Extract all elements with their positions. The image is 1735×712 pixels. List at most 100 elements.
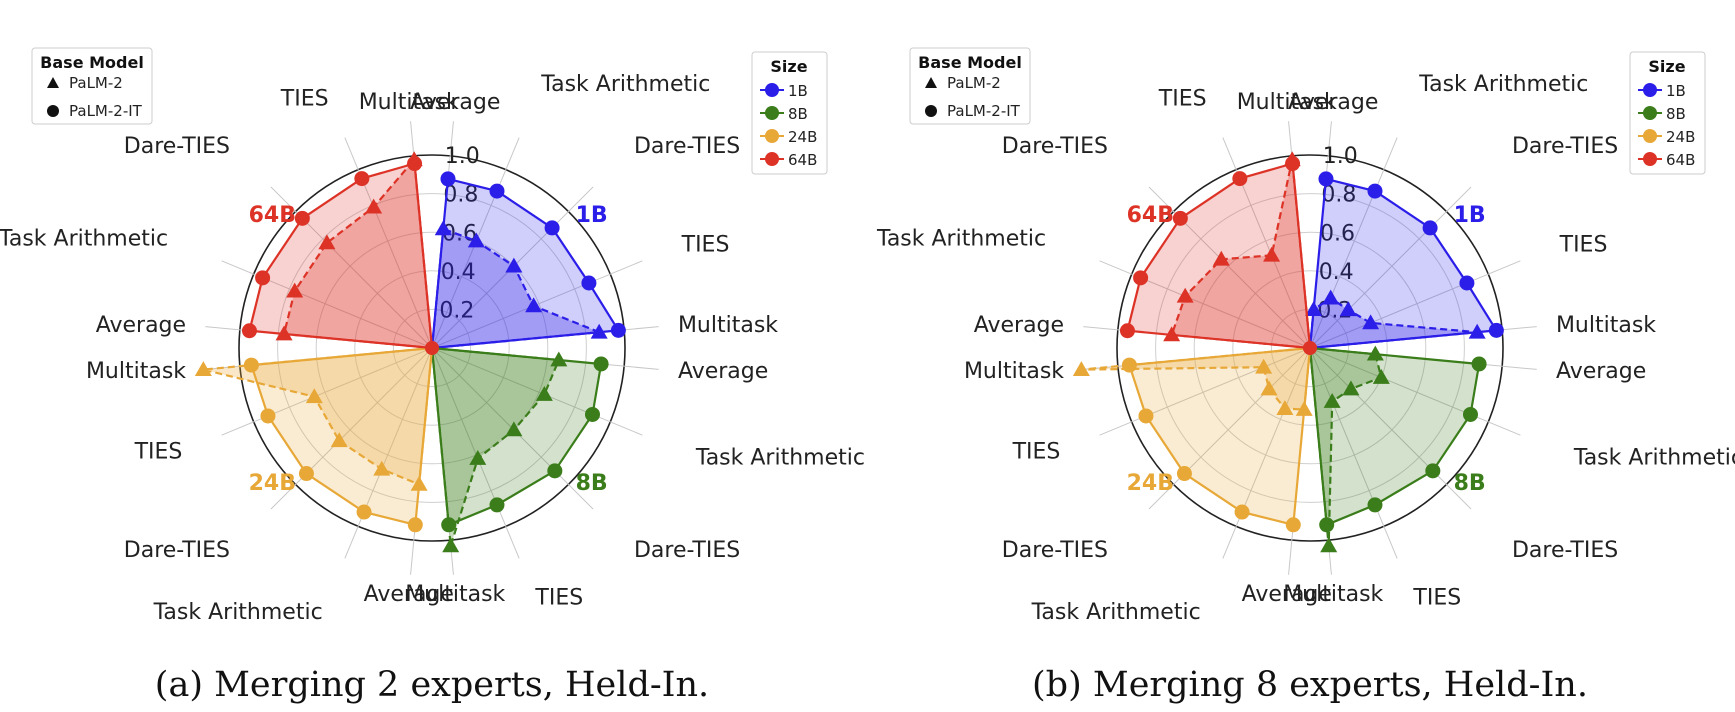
point-64b-palm2-it-dare-ties <box>1172 210 1188 226</box>
point-1b-palm2-it-task-arithmetic <box>489 183 505 199</box>
triangle-marker-icon <box>47 77 59 88</box>
point-1b-palm2-it-ties <box>581 275 597 291</box>
group-label-8b: 8B <box>576 471 608 496</box>
circle-marker-icon <box>925 105 937 117</box>
axis-label-8b-task-arithmetic: Task Arithmetic <box>695 445 865 470</box>
point-8b-palm2-ties <box>469 450 487 465</box>
point-64b-palm2-it-average <box>241 323 257 339</box>
legend-size-item-8b: 8B <box>788 105 808 123</box>
axis-label-8b-dare-ties: Dare-TIES <box>1512 538 1618 563</box>
point-8b-palm2-average <box>550 351 568 367</box>
axis-label-8b-ties: TIES <box>1412 586 1461 611</box>
radial-tick-label: 0.8 <box>443 183 478 208</box>
point-8b-palm2-multitask <box>442 537 460 553</box>
spoke-line <box>1148 347 1311 510</box>
point-24b-palm2-it-task-arithmetic <box>1234 504 1250 520</box>
legend-size-marker-icon <box>765 129 779 143</box>
point-64b-palm2-it-ties <box>1232 171 1248 187</box>
axis-label-8b-ties: TIES <box>534 586 583 611</box>
axis-label-64b-average: Average <box>974 313 1064 338</box>
grid-ring <box>1155 193 1465 503</box>
legend-size-marker-icon <box>1643 83 1657 97</box>
axis-label-1b-dare-ties: Dare-TIES <box>1512 134 1618 159</box>
point-1b-palm2-average <box>434 220 452 236</box>
spoke-line <box>1309 186 1472 349</box>
grid-ring <box>315 231 549 465</box>
group-label-24b: 24B <box>249 471 296 496</box>
caption-b: (b) Merging 8 experts, Held-In. <box>1032 665 1588 705</box>
grid-ring <box>1232 270 1388 426</box>
point-64b-palm2-multitask <box>405 151 423 167</box>
center-point <box>1303 341 1317 355</box>
point-24b-palm2-it-multitask <box>1121 357 1137 373</box>
axis-label-24b-task-arithmetic: Task Arithmetic <box>153 600 323 625</box>
legend-size-item-64b: 64B <box>788 151 817 169</box>
point-8b-palm2-it-multitask <box>1319 517 1335 533</box>
group-label-1b: 1B <box>1454 203 1486 228</box>
legend-size-marker-icon <box>765 106 779 120</box>
spoke-line <box>1309 137 1398 349</box>
legend-base-title-a: Base Model <box>40 53 144 72</box>
legend-size-item-1b: 1B <box>788 82 808 100</box>
point-8b-palm2-it-multitask <box>441 517 457 533</box>
spoke-line <box>431 347 643 436</box>
point-24b-palm2-multitask <box>1072 361 1090 376</box>
axis-label-64b-ties: TIES <box>280 86 329 111</box>
group-label-8b: 8B <box>1454 471 1486 496</box>
spoke-line <box>221 347 433 436</box>
point-24b-palm2-it-dare-ties <box>298 466 314 482</box>
point-1b-palm2-it-multitask <box>610 322 626 338</box>
point-64b-palm2-it-average <box>1119 323 1135 339</box>
point-8b-palm2-it-ties <box>1367 497 1383 513</box>
point-24b-palm2-it-multitask <box>243 357 259 373</box>
point-64b-palm2-average <box>1163 326 1181 342</box>
radial-tick-label: 1.0 <box>445 144 480 169</box>
radial-tick-label: 0.2 <box>439 298 474 323</box>
axis-label-8b-average: Average <box>1556 359 1646 384</box>
spoke-line <box>1222 347 1311 559</box>
axis-label-1b-dare-ties: Dare-TIES <box>634 134 740 159</box>
spoke-line <box>1309 347 1521 436</box>
legend-base-item-b-1: PaLM-2-IT <box>947 102 1021 120</box>
radial-tick-label: 0.4 <box>441 260 476 285</box>
point-24b-palm2-dare-ties <box>1260 380 1278 396</box>
axis-label-24b-multitask: Multitask <box>86 359 186 384</box>
point-64b-palm2-it-task-arithmetic <box>255 270 271 286</box>
point-8b-palm2-dare-ties <box>1342 380 1360 396</box>
axis-label-1b-ties: TIES <box>681 233 730 258</box>
point-8b-palm2-average <box>1366 345 1384 361</box>
spoke-line <box>1309 347 1398 559</box>
spoke-line <box>1309 260 1521 349</box>
point-1b-palm2-average <box>1305 301 1323 316</box>
point-8b-palm2-it-dare-ties <box>547 463 563 479</box>
spoke-line <box>431 347 520 559</box>
legend-base-title-b: Base Model <box>918 53 1022 72</box>
axis-label-64b-task-arithmetic: Task Arithmetic <box>876 227 1046 252</box>
axis-label-24b-multitask: Multitask <box>964 359 1064 384</box>
point-8b-palm2-task-arithmetic <box>535 386 553 401</box>
point-1b-palm2-it-ties <box>1459 275 1475 291</box>
legend-size-marker-icon <box>765 83 779 97</box>
point-24b-palm2-it-task-arithmetic <box>356 504 372 520</box>
point-1b-palm2-it-average <box>1318 171 1334 187</box>
axis-label-64b-dare-ties: Dare-TIES <box>1002 134 1108 159</box>
point-8b-palm2-dare-ties <box>505 421 523 437</box>
legend-size-a: Size 1B 8B 24B 64B <box>751 51 828 175</box>
legend-size-marker-icon <box>1643 152 1657 166</box>
point-64b-palm2-ties <box>1263 246 1281 262</box>
point-24b-palm2-multitask <box>194 361 212 376</box>
point-1b-palm2-it-multitask <box>1488 322 1504 338</box>
outer-ring <box>1116 154 1504 542</box>
spoke-line <box>1309 347 1472 510</box>
legend-size-marker-icon <box>765 152 779 166</box>
point-24b-palm2-it-ties <box>1138 408 1154 424</box>
point-64b-palm2-task-arithmetic <box>286 282 304 298</box>
grid-ring <box>1193 231 1427 465</box>
axis-label-24b-ties: TIES <box>1012 439 1061 464</box>
axis-label-64b-ties: TIES <box>1158 86 1207 111</box>
point-24b-palm2-it-average <box>1285 517 1301 533</box>
caption-a: (a) Merging 2 experts, Held-In. <box>155 665 709 705</box>
point-1b-palm2-task-arithmetic <box>467 232 485 248</box>
point-8b-palm2-it-task-arithmetic <box>584 406 600 422</box>
point-24b-palm2-it-ties <box>260 408 276 424</box>
